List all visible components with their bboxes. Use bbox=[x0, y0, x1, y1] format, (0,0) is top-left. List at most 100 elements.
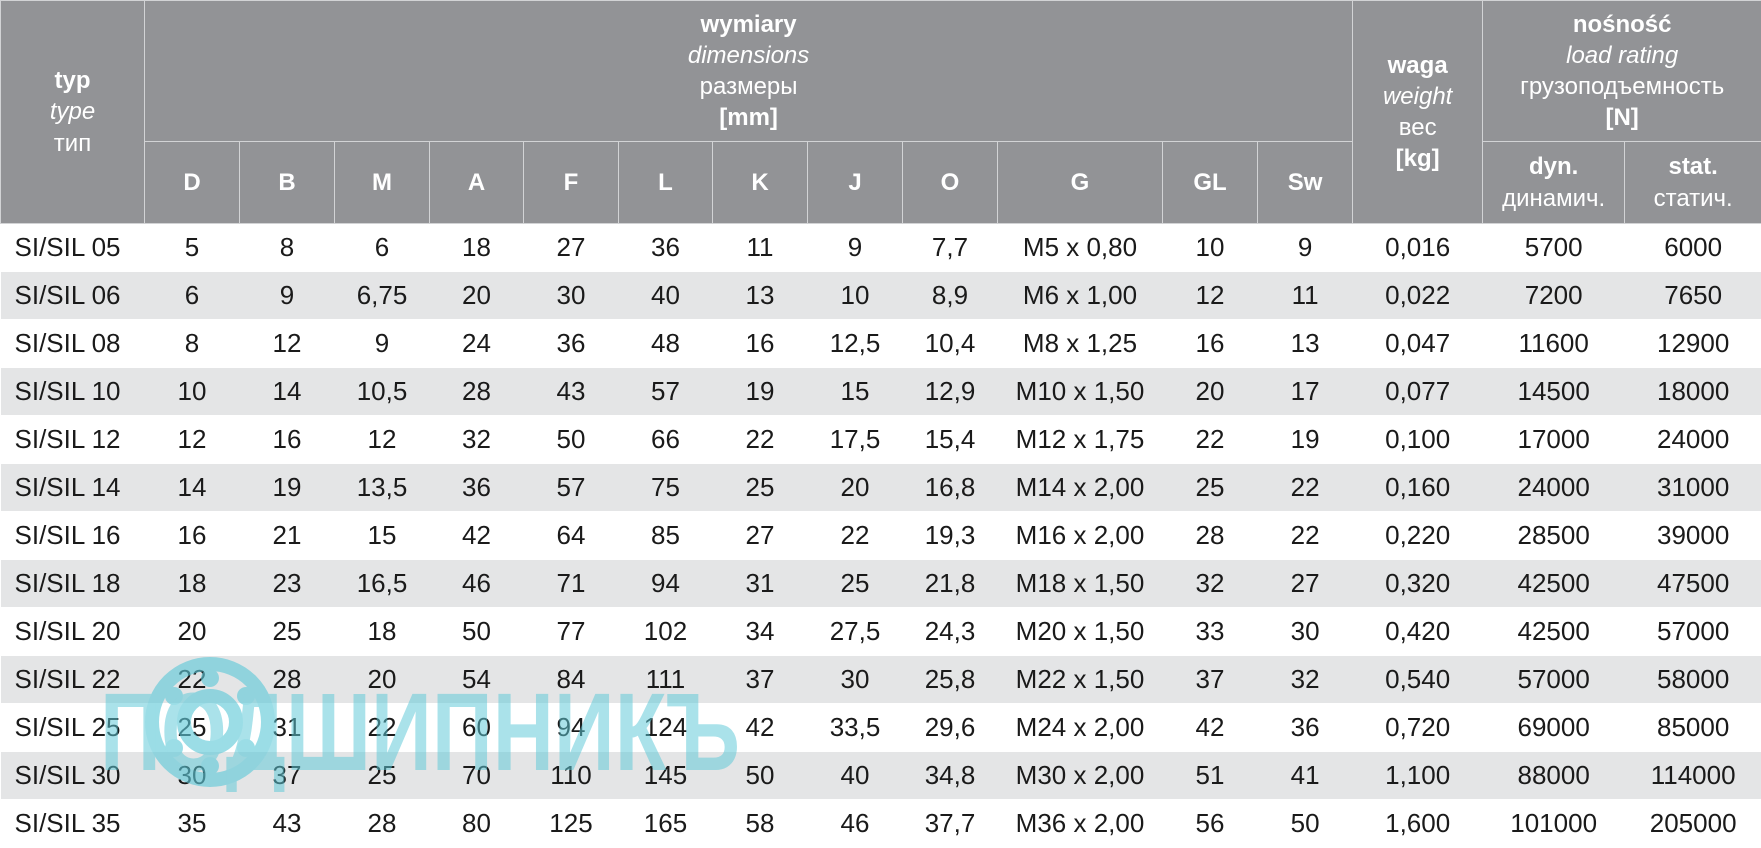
table-cell: 110 bbox=[523, 751, 619, 800]
table-cell: 19 bbox=[712, 367, 808, 416]
table-row: SI/SIL 14 14 19 13,5 36 57 75 25 20 16,8 M14 x 2,0… bbox=[0, 463, 1761, 512]
table-cell: 33,5 bbox=[807, 703, 903, 752]
table-row: SI/SIL 06 6 9 6,75 20 30 40 13 10 8,9 M6 x 1,00 12 1… bbox=[0, 271, 1761, 320]
table-cell: 19 bbox=[1257, 415, 1353, 464]
table-cell: 25 bbox=[807, 559, 903, 608]
table-cell: 21 bbox=[239, 511, 335, 560]
table-cell: M6 x 1,00 bbox=[997, 271, 1163, 320]
table-cell: 0,720 bbox=[1352, 703, 1483, 752]
table-cell: 15 bbox=[807, 367, 903, 416]
table-cell: 32 bbox=[429, 415, 524, 464]
table-cell: 85000 bbox=[1624, 703, 1761, 752]
table-cell: 84 bbox=[523, 655, 619, 704]
table-cell: 0,022 bbox=[1352, 271, 1483, 320]
col-header-g: G bbox=[997, 141, 1163, 224]
table-cell: 16 bbox=[1162, 319, 1258, 368]
table-cell: 14500 bbox=[1482, 367, 1625, 416]
table-cell: 47500 bbox=[1624, 559, 1761, 608]
table-row: SI/SIL 30 30 37 25 70 110 145 50 40 34,8 M30 x 2,0… bbox=[0, 751, 1761, 800]
table-row: SI/SIL 16 16 21 15 42 64 85 27 22 19,3 M16 x 2,00 2… bbox=[0, 511, 1761, 560]
table-cell: 25 bbox=[144, 703, 240, 752]
table-cell: 5 bbox=[144, 223, 240, 272]
header-dimensions: wymiary dimensions размеры [mm] bbox=[143, 0, 1354, 142]
table-cell: 0,540 bbox=[1352, 655, 1483, 704]
table-cell: 22 bbox=[144, 655, 240, 704]
table-cell: 5700 bbox=[1482, 223, 1625, 272]
table-cell: 12 bbox=[144, 415, 240, 464]
row-type-cell: SI/SIL 10 bbox=[0, 367, 145, 416]
table-cell: 36 bbox=[1257, 703, 1353, 752]
table-cell: 20 bbox=[144, 607, 240, 656]
col-header-l: L bbox=[618, 141, 713, 224]
table-cell: 37 bbox=[239, 751, 335, 800]
table-row: SI/SIL 05 5 8 6 18 27 36 11 9 7,7 M5 x 0,80 10 9 0,01… bbox=[0, 223, 1761, 272]
table-cell: 57 bbox=[618, 367, 713, 416]
row-type-cell: SI/SIL 06 bbox=[0, 271, 145, 320]
table-cell: 12,9 bbox=[902, 367, 998, 416]
table-cell: 35 bbox=[144, 799, 240, 848]
table-cell: M10 x 1,50 bbox=[997, 367, 1163, 416]
row-type-cell: SI/SIL 20 bbox=[0, 607, 145, 656]
table-cell: 8,9 bbox=[902, 271, 998, 320]
table-cell: 58000 bbox=[1624, 655, 1761, 704]
table-cell: 30 bbox=[807, 655, 903, 704]
row-type-cell: SI/SIL 35 bbox=[0, 799, 145, 848]
table-cell: 66 bbox=[618, 415, 713, 464]
table-cell: 12 bbox=[334, 415, 430, 464]
table-cell: M8 x 1,25 bbox=[997, 319, 1163, 368]
table-cell: 1,600 bbox=[1352, 799, 1483, 848]
table-cell: 94 bbox=[523, 703, 619, 752]
row-type-cell: SI/SIL 08 bbox=[0, 319, 145, 368]
table-cell: 16 bbox=[712, 319, 808, 368]
col-header-b: B bbox=[239, 141, 335, 224]
table-cell: 17,5 bbox=[807, 415, 903, 464]
row-type-cell: SI/SIL 05 bbox=[0, 223, 145, 272]
row-type-cell: SI/SIL 30 bbox=[0, 751, 145, 800]
table-cell: 13,5 bbox=[334, 463, 430, 512]
table-cell: 20 bbox=[807, 463, 903, 512]
header-type: typ type тип bbox=[0, 0, 145, 224]
table-cell: 42 bbox=[1162, 703, 1258, 752]
col-header-k: K bbox=[712, 141, 808, 224]
table-cell: 16 bbox=[239, 415, 335, 464]
table-cell: 8 bbox=[239, 223, 335, 272]
table-cell: 31 bbox=[712, 559, 808, 608]
table-cell: 21,8 bbox=[902, 559, 998, 608]
table-cell: 39000 bbox=[1624, 511, 1761, 560]
table-cell: 0,420 bbox=[1352, 607, 1483, 656]
table-cell: 57000 bbox=[1624, 607, 1761, 656]
table-cell: 23 bbox=[239, 559, 335, 608]
col-header-sw: Sw bbox=[1256, 141, 1354, 224]
table-cell: 50 bbox=[712, 751, 808, 800]
table-cell: 111 bbox=[618, 655, 713, 704]
table-cell: 50 bbox=[1257, 799, 1353, 848]
table-cell: 10 bbox=[144, 367, 240, 416]
table-cell: 24,3 bbox=[902, 607, 998, 656]
table-cell: 34 bbox=[712, 607, 808, 656]
table-cell: 12,5 bbox=[807, 319, 903, 368]
table-cell: 22 bbox=[334, 703, 430, 752]
table-cell: 80 bbox=[429, 799, 524, 848]
table-cell: M36 x 2,00 bbox=[997, 799, 1163, 848]
table-cell: 25 bbox=[239, 607, 335, 656]
table-cell: 32 bbox=[1257, 655, 1353, 704]
table-cell: 24 bbox=[429, 319, 524, 368]
table-cell: 57 bbox=[523, 463, 619, 512]
table-cell: 25 bbox=[712, 463, 808, 512]
table-cell: 165 bbox=[618, 799, 713, 848]
table-cell: 19 bbox=[239, 463, 335, 512]
table-cell: 9 bbox=[239, 271, 335, 320]
table-cell: 7200 bbox=[1482, 271, 1625, 320]
table-cell: 33 bbox=[1162, 607, 1258, 656]
table-cell: 42500 bbox=[1482, 607, 1625, 656]
table-cell: 0,160 bbox=[1352, 463, 1483, 512]
table-cell: 16,5 bbox=[334, 559, 430, 608]
table-cell: 7650 bbox=[1624, 271, 1761, 320]
table-cell: 18 bbox=[144, 559, 240, 608]
row-type-cell: SI/SIL 12 bbox=[0, 415, 145, 464]
table-cell: 16,8 bbox=[902, 463, 998, 512]
table-cell: 60 bbox=[429, 703, 524, 752]
table-cell: 69000 bbox=[1482, 703, 1625, 752]
table-cell: 125 bbox=[523, 799, 619, 848]
